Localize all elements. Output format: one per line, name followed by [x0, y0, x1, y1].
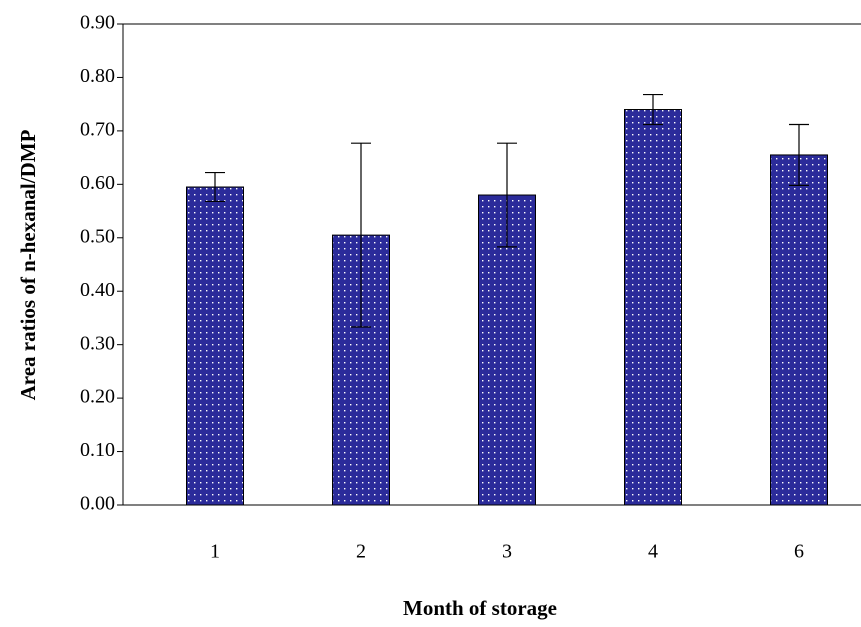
chart: Month of storage Area ratios of n-hexana…: [0, 0, 861, 627]
y-tick-label: 0.50: [80, 225, 115, 247]
x-tick-label: 1: [210, 541, 220, 563]
y-tick-label: 0.70: [80, 118, 115, 140]
y-tick-label: 0.60: [80, 172, 115, 194]
x-tick-label: 6: [794, 541, 804, 563]
bar: [187, 187, 244, 505]
y-tick-label: 0.10: [80, 439, 115, 461]
y-tick-label: 0.00: [80, 493, 115, 515]
x-tick-label: 3: [502, 541, 512, 563]
y-tick-label: 0.30: [80, 332, 115, 354]
x-tick-label: 4: [648, 541, 658, 563]
y-tick-label: 0.20: [80, 386, 115, 408]
bar: [771, 155, 828, 505]
x-axis-title: Month of storage: [403, 596, 557, 620]
y-tick-label: 0.90: [80, 12, 115, 34]
y-tick-label: 0.40: [80, 279, 115, 301]
x-tick-label: 2: [356, 541, 366, 563]
y-axis-title: Area ratios of n-hexanal/DMP: [16, 129, 40, 400]
y-tick-label: 0.80: [80, 65, 115, 87]
bar: [625, 110, 682, 505]
